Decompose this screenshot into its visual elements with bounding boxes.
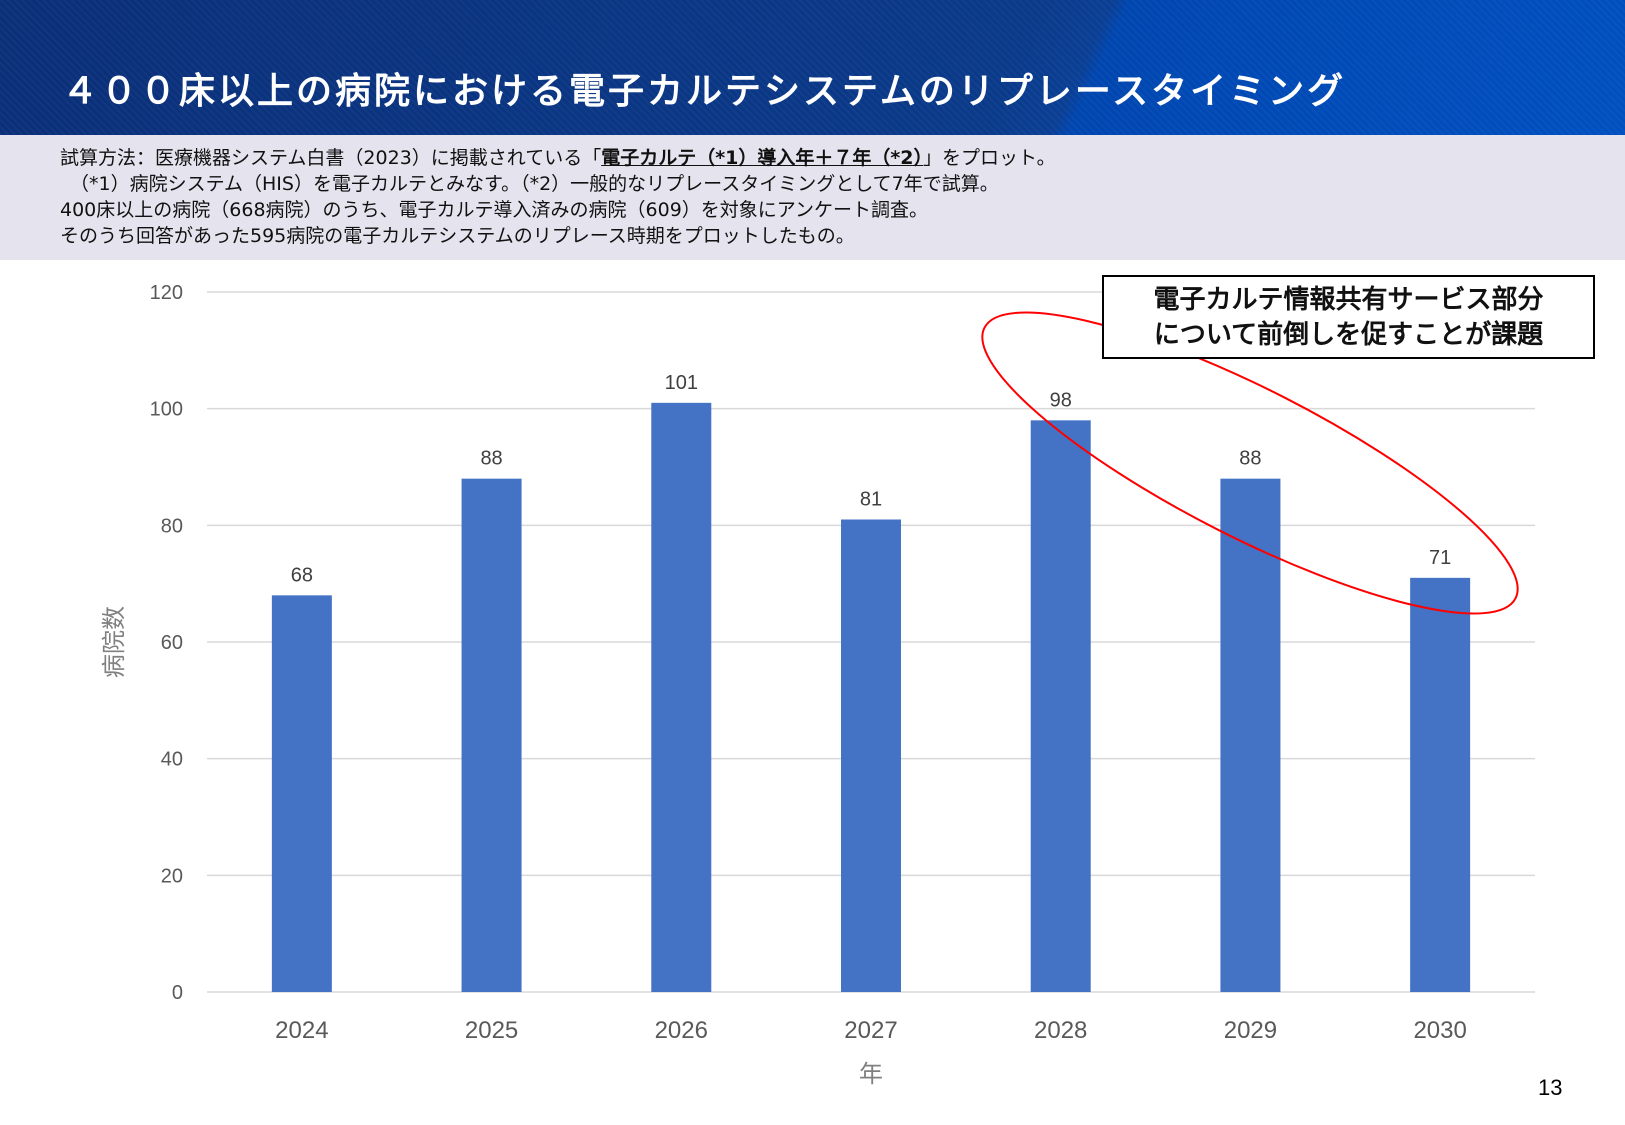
bar-2026 (651, 402, 712, 992)
data-label: 98 (1050, 389, 1072, 411)
data-label: 81 (860, 489, 882, 511)
description-text: 」をプロット。 (923, 147, 1056, 169)
description-text: 試算方法：医療機器システム白書（2023）に掲載されている「 (60, 147, 602, 169)
y-tick-label: 80 (161, 515, 183, 537)
description-line-2: （*1）病院システム（HIS）を電子カルテとみなす。（*2）一般的なリプレースタ… (70, 173, 999, 195)
y-axis-title: 病院数 (100, 606, 128, 678)
header-banner (0, 0, 1625, 135)
description-line-1: 試算方法：医療機器システム白書（2023）に掲載されている「電子カルテ（*1）導… (60, 143, 1056, 170)
description-line-4: そのうち回答があった595病院の電子カルテシステムのリプレース時期をプロットした… (60, 225, 855, 247)
annotation-line-1: 電子カルテ情報共有サービス部分 (1153, 285, 1544, 315)
annotation-box: 電子カルテ情報共有サービス部分 について前倒しを促すことが課題 (1102, 275, 1595, 359)
x-tick-label: 2029 (1224, 1017, 1277, 1044)
x-axis-title: 年 (859, 1060, 883, 1088)
data-label: 101 (665, 372, 698, 394)
data-label: 68 (291, 564, 313, 586)
bar-2027 (841, 519, 901, 992)
y-tick-label: 60 (161, 632, 183, 654)
bar-2025 (461, 478, 522, 993)
data-label: 88 (1239, 448, 1261, 470)
description-highlight: 電子カルテ（*1）導入年＋７年（*2） (601, 147, 924, 169)
x-tick-label: 2027 (844, 1017, 897, 1044)
data-label: 71 (1429, 547, 1451, 569)
bar-2029 (1220, 478, 1281, 993)
y-tick-label: 0 (172, 982, 183, 1004)
description-line-3: 400床以上の病院（668病院）のうち、電子カルテ導入済みの病院（609）を対象… (60, 199, 929, 221)
y-tick-label: 40 (161, 749, 183, 771)
y-tick-label: 120 (150, 282, 183, 304)
bar-2024 (271, 595, 332, 992)
y-tick-label: 20 (161, 865, 183, 887)
x-tick-label: 2028 (1034, 1017, 1087, 1044)
data-label: 88 (480, 448, 502, 470)
x-tick-label: 2030 (1413, 1017, 1466, 1044)
method-description: 試算方法：医療機器システム白書（2023）に掲載されている「電子カルテ（*1）導… (0, 135, 1625, 260)
bar-2030 (1410, 577, 1471, 992)
x-tick-label: 2026 (655, 1017, 708, 1044)
annotation-line-2: について前倒しを促すことが課題 (1153, 320, 1544, 350)
x-tick-label: 2024 (275, 1017, 328, 1044)
page-title: ４００床以上の病院における電子カルテシステムのリプレースタイミング (62, 71, 1347, 112)
bar-2028 (1030, 420, 1091, 992)
page-number: 13 (1538, 1075, 1563, 1100)
highlight-ellipse (981, 311, 1519, 615)
x-tick-label: 2025 (465, 1017, 518, 1044)
y-tick-label: 100 (150, 399, 183, 421)
